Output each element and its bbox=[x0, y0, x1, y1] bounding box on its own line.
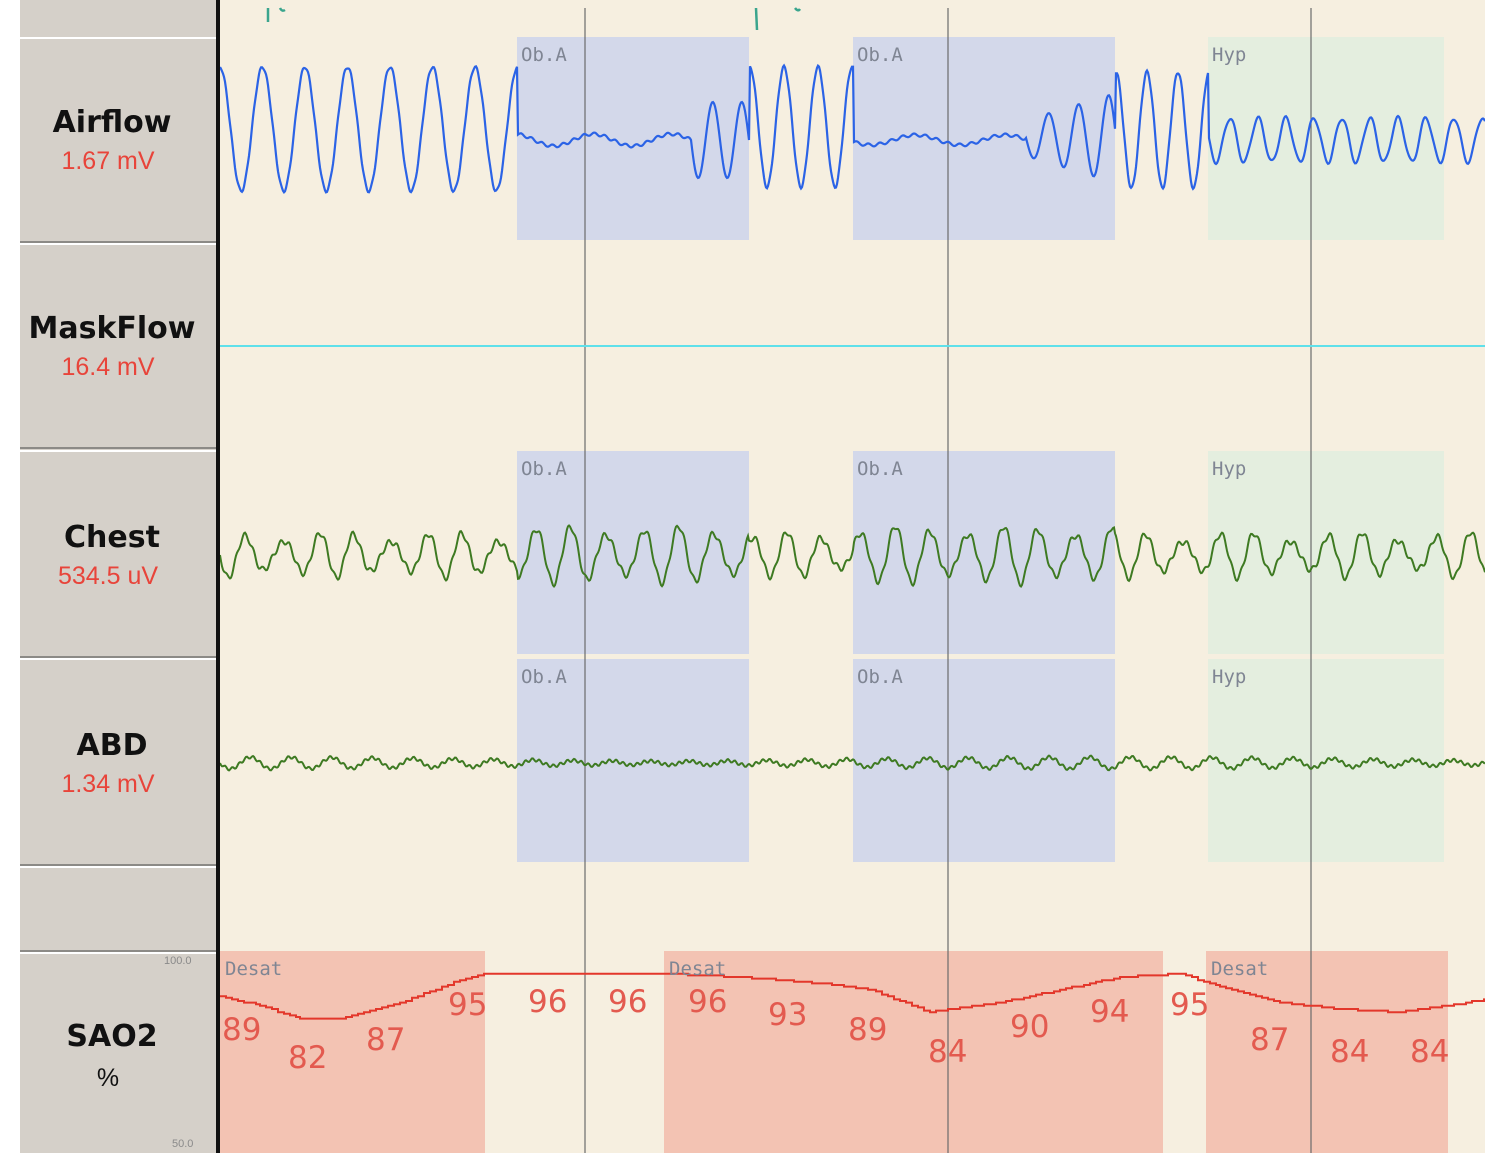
sao2-reading: 84 bbox=[1330, 1034, 1369, 1070]
sao2-readings: 89 82 87 95 96 96 96 93 89 84 90 94 95 87 84 84 bbox=[222, 984, 1449, 1076]
channel-panel-abd[interactable]: ABD 1.34 mV bbox=[20, 658, 218, 866]
obstructive-apnea-band[interactable] bbox=[517, 659, 749, 862]
channel-panel-chest[interactable]: Chest 534.5 uV bbox=[20, 450, 218, 658]
sao2-reading: 84 bbox=[928, 1034, 967, 1070]
sao2-reading: 95 bbox=[1170, 987, 1209, 1023]
hypopnea-label: Hyp bbox=[1212, 44, 1246, 66]
sao2-trace bbox=[220, 972, 1485, 1020]
channel-name: MaskFlow bbox=[28, 311, 196, 346]
signal-traces bbox=[220, 63, 1485, 1020]
desaturation-label: Desat bbox=[1211, 958, 1268, 980]
channel-name: SAO2 bbox=[66, 1019, 158, 1054]
chest-trace bbox=[220, 524, 1485, 589]
sao2-reading: 95 bbox=[448, 987, 487, 1023]
channel-scale-value: 1.67 mV bbox=[61, 147, 155, 175]
channel-scale-value: 16.4 mV bbox=[61, 353, 155, 381]
obstructive-apnea-label: Ob.A bbox=[857, 666, 903, 688]
sao2-reading: 90 bbox=[1010, 1009, 1049, 1045]
event-labels: Ob.A Ob.A Hyp Ob.A Ob.A Hyp Ob.A Ob.A Hyp Desat De… bbox=[225, 44, 1268, 980]
hypopnea-label: Hyp bbox=[1212, 458, 1246, 480]
sao2-reading: 96 bbox=[608, 984, 647, 1020]
obstructive-apnea-label: Ob.A bbox=[521, 44, 567, 66]
sao2-reading: 96 bbox=[528, 984, 567, 1020]
channel-scale-value: 534.5 uV bbox=[57, 562, 159, 590]
sao2-reading: 96 bbox=[688, 984, 727, 1020]
hypopnea-band[interactable] bbox=[1208, 451, 1444, 654]
hypopnea-label: Hyp bbox=[1212, 666, 1246, 688]
sao2-axis-min-label: 50.0 bbox=[172, 1138, 194, 1150]
sao2-axis-max-label: 100.0 bbox=[164, 955, 192, 967]
sao2-reading: 87 bbox=[1250, 1022, 1289, 1058]
channel-panel-maskflow[interactable]: MaskFlow 16.4 mV bbox=[20, 243, 218, 449]
channel-panel-empty[interactable] bbox=[20, 866, 218, 952]
channel-axis-line bbox=[216, 0, 220, 1153]
channel-unit: % bbox=[96, 1064, 120, 1092]
obstructive-apnea-label: Ob.A bbox=[857, 44, 903, 66]
sao2-reading: 82 bbox=[288, 1040, 327, 1076]
channel-panel-sao2[interactable]: SAO2 % bbox=[20, 952, 218, 1153]
desaturation-label: Desat bbox=[669, 958, 726, 980]
obstructive-apnea-label: Ob.A bbox=[521, 666, 567, 688]
obstructive-apnea-band[interactable] bbox=[853, 451, 1115, 654]
hypopnea-band[interactable] bbox=[1208, 37, 1444, 240]
top-channel-fragment bbox=[266, 7, 802, 31]
abd-trace bbox=[220, 754, 1485, 772]
channel-name: Airflow bbox=[52, 105, 172, 140]
desaturation-band[interactable] bbox=[664, 951, 1163, 1153]
channel-panel-airflow[interactable]: Airflow 1.67 mV bbox=[20, 37, 218, 243]
obstructive-apnea-band[interactable] bbox=[517, 37, 749, 240]
signal-plot-area[interactable]: Ob.A Ob.A Hyp Ob.A Ob.A Hyp Ob.A Ob.A Hyp Desat De… bbox=[220, 0, 1485, 1153]
obstructive-apnea-label: Ob.A bbox=[857, 458, 903, 480]
epoch-gridlines bbox=[584, 8, 1312, 1153]
airflow-trace bbox=[220, 63, 1485, 195]
sao2-reading: 87 bbox=[366, 1022, 405, 1058]
desaturation-band[interactable] bbox=[1206, 951, 1448, 1153]
obstructive-apnea-band[interactable] bbox=[517, 451, 749, 654]
channel-scale-value: 1.34 mV bbox=[61, 770, 155, 798]
event-bands bbox=[220, 37, 1448, 1153]
obstructive-apnea-label: Ob.A bbox=[521, 458, 567, 480]
desaturation-label: Desat bbox=[225, 958, 282, 980]
channel-name: ABD bbox=[76, 728, 148, 763]
sao2-reading: 93 bbox=[768, 997, 807, 1033]
desaturation-band[interactable] bbox=[220, 951, 485, 1153]
sao2-reading: 84 bbox=[1410, 1034, 1449, 1070]
sao2-reading: 89 bbox=[222, 1012, 261, 1048]
sao2-reading: 94 bbox=[1090, 994, 1129, 1030]
channel-name: Chest bbox=[64, 520, 160, 555]
sao2-reading: 89 bbox=[848, 1012, 887, 1048]
